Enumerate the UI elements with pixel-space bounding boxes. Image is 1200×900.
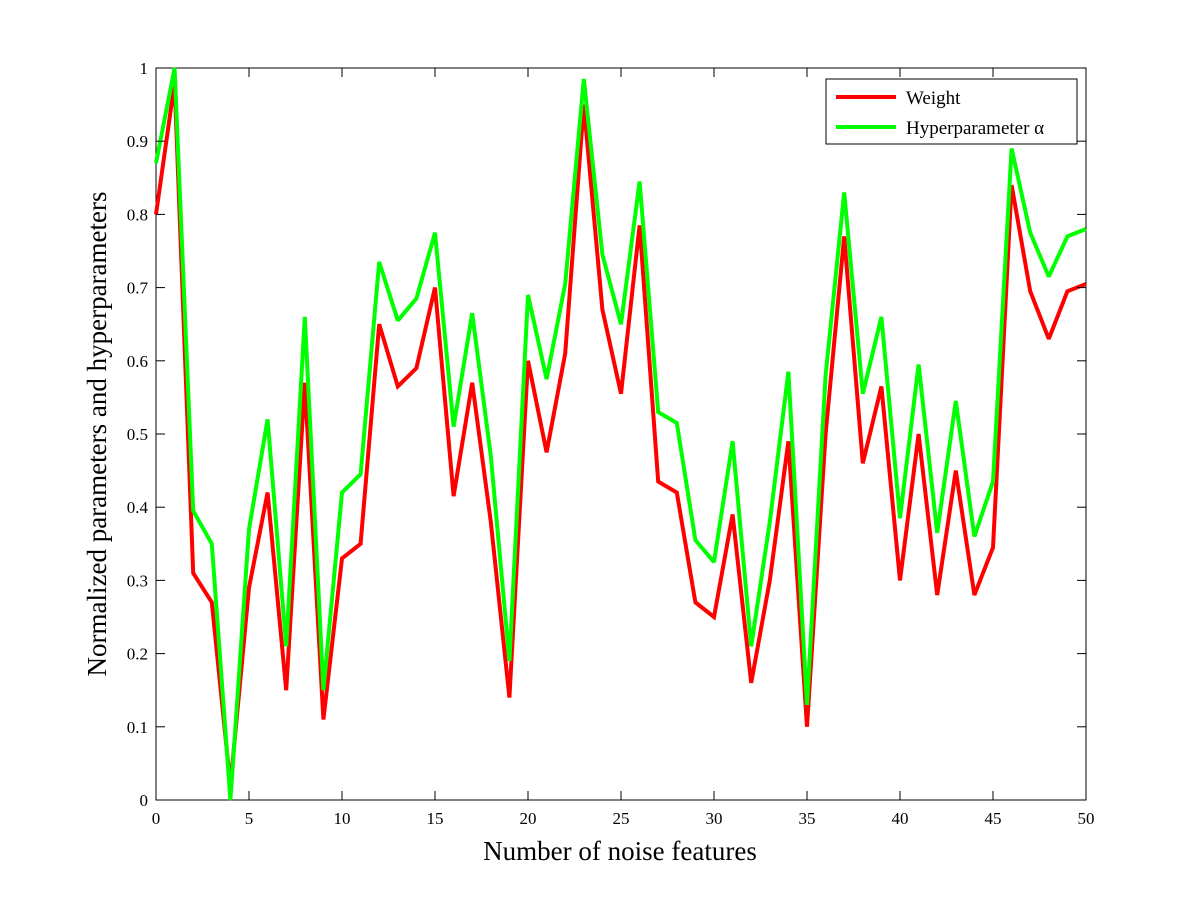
x-tick-label: 45	[985, 809, 1002, 828]
legend-label-weight: Weight	[906, 88, 961, 109]
legend-box	[825, 78, 1078, 145]
x-tick-label: 10	[334, 809, 351, 828]
plot-area	[155, 67, 1087, 801]
series-layer	[154, 67, 1087, 801]
y-tick-label: 0.3	[127, 571, 148, 590]
x-tick-label: 50	[1078, 809, 1095, 828]
x-tick-label: 15	[427, 809, 444, 828]
legend: Weight Hyperparameter α	[825, 78, 1078, 145]
y-tick-label: 0.5	[127, 425, 148, 444]
x-tick-label: 25	[613, 809, 630, 828]
y-tick-label: 0.6	[127, 352, 148, 371]
y-tick-label: 1	[140, 59, 149, 78]
x-tick-label: 5	[245, 809, 254, 828]
x-tick-label: 0	[152, 809, 161, 828]
tick-layer: 0 5 10 15 20 25 30 35 40 45 50 0 0.1 0.2 0.3 0.4 0.5 0.6 0…	[127, 59, 1095, 828]
x-axis-label: Number of noise features	[483, 836, 757, 866]
y-tick-label: 0.4	[127, 498, 149, 517]
y-tick-label: 0.2	[127, 645, 148, 664]
y-tick-label: 0.7	[127, 279, 149, 298]
x-tick-label: 20	[520, 809, 537, 828]
x-tick-label: 40	[892, 809, 909, 828]
y-tick-label: 0.8	[127, 205, 148, 224]
x-tick-label: 30	[706, 809, 723, 828]
x-tick-label: 35	[799, 809, 816, 828]
legend-label-hyperparameter: Hyperparameter α	[906, 118, 1044, 139]
y-tick-label: 0.1	[127, 718, 148, 737]
y-axis-label: Normalized parameters and hyperparameter…	[82, 191, 112, 676]
series-line-weight	[154, 82, 1087, 786]
y-tick-label: 0	[140, 791, 149, 810]
series-line-hyperparameter	[154, 67, 1087, 801]
y-tick-label: 0.9	[127, 132, 148, 151]
